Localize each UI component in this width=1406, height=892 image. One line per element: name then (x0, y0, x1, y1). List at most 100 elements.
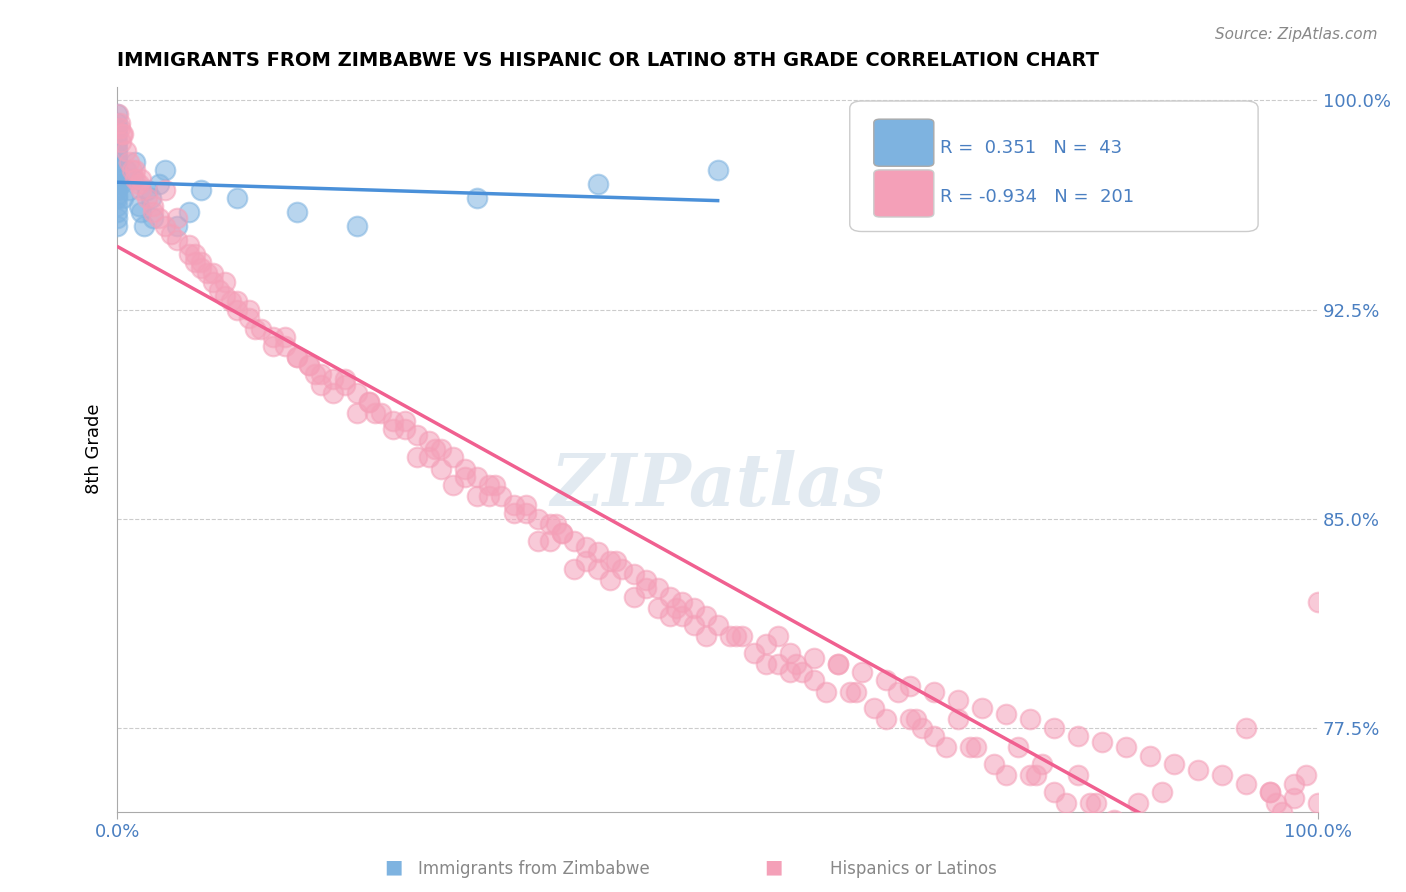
Point (139, 191, 162, 205)
Point (274, 339, 297, 353)
Point (335, 377, 357, 392)
Point (190, 260, 212, 275)
Point (155, 163, 177, 178)
Point (1163, 757, 1185, 772)
Point (430, 442, 453, 456)
Point (467, 191, 489, 205)
Point (105, 199, 128, 213)
Point (755, 637, 778, 651)
Point (671, 595, 693, 609)
Point (904, 713, 927, 727)
Point (994, 768, 1017, 782)
Point (1091, 735, 1114, 749)
Point (599, 553, 621, 567)
Point (107, 107, 129, 121)
Point (827, 657, 849, 671)
Point (1265, 796, 1288, 810)
Point (1258, 785, 1281, 799)
Point (634, 573, 657, 587)
Point (803, 651, 825, 665)
Point (202, 275, 225, 289)
Point (311, 367, 333, 381)
Point (671, 609, 693, 624)
Point (478, 478, 501, 492)
Point (124, 163, 146, 178)
Point (827, 657, 849, 671)
Point (148, 211, 170, 225)
Point (1163, 840, 1185, 855)
Point (898, 679, 921, 693)
Point (851, 665, 873, 679)
Point (1282, 790, 1305, 805)
Point (214, 275, 236, 289)
Point (274, 330, 297, 344)
Point (682, 601, 704, 615)
Point (544, 517, 567, 532)
Point (538, 517, 561, 532)
Point (128, 177, 150, 191)
Point (110, 136, 132, 150)
Point (142, 205, 165, 219)
Point (382, 422, 405, 436)
Point (467, 470, 489, 484)
Point (682, 617, 704, 632)
Point (111, 127, 134, 141)
Point (105, 188, 128, 202)
Point (983, 757, 1005, 772)
Point (994, 706, 1017, 721)
Point (1084, 796, 1107, 810)
Point (785, 657, 807, 671)
Point (166, 211, 188, 225)
Text: R =  0.351   N =  43: R = 0.351 N = 43 (939, 139, 1122, 157)
Point (1234, 721, 1257, 735)
Point (443, 450, 465, 465)
Point (922, 729, 945, 743)
FancyBboxPatch shape (873, 120, 934, 166)
Point (238, 310, 260, 325)
Point (1150, 785, 1173, 799)
FancyBboxPatch shape (873, 169, 934, 217)
Point (132, 219, 155, 233)
Point (634, 582, 657, 596)
Point (1234, 777, 1257, 791)
Point (647, 601, 669, 615)
Point (105, 183, 128, 197)
Point (718, 629, 741, 643)
Point (226, 294, 249, 309)
Point (911, 721, 934, 735)
Point (695, 609, 717, 624)
Point (814, 684, 837, 698)
Point (1144, 824, 1167, 838)
Point (1067, 729, 1090, 743)
Point (550, 525, 572, 540)
Point (430, 461, 453, 475)
Point (1187, 824, 1209, 838)
Point (105, 141, 128, 155)
Point (418, 450, 440, 465)
Point (1308, 796, 1330, 810)
Point (803, 673, 825, 688)
Point (382, 414, 405, 428)
Point (467, 490, 489, 504)
Point (875, 713, 897, 727)
Point (105, 154, 128, 169)
Point (706, 617, 728, 632)
Point (1211, 768, 1233, 782)
Point (491, 490, 513, 504)
Point (129, 183, 152, 197)
Point (285, 350, 308, 364)
Point (526, 512, 548, 526)
Point (136, 183, 159, 197)
Point (304, 367, 326, 381)
Point (1043, 721, 1066, 735)
Point (114, 163, 136, 178)
Point (1139, 748, 1161, 763)
Point (838, 684, 860, 698)
Point (105, 127, 128, 141)
Point (1019, 713, 1042, 727)
Point (166, 233, 188, 247)
Text: ■: ■ (763, 857, 783, 876)
Point (184, 247, 207, 261)
Point (105, 211, 128, 225)
Point (1199, 852, 1222, 866)
